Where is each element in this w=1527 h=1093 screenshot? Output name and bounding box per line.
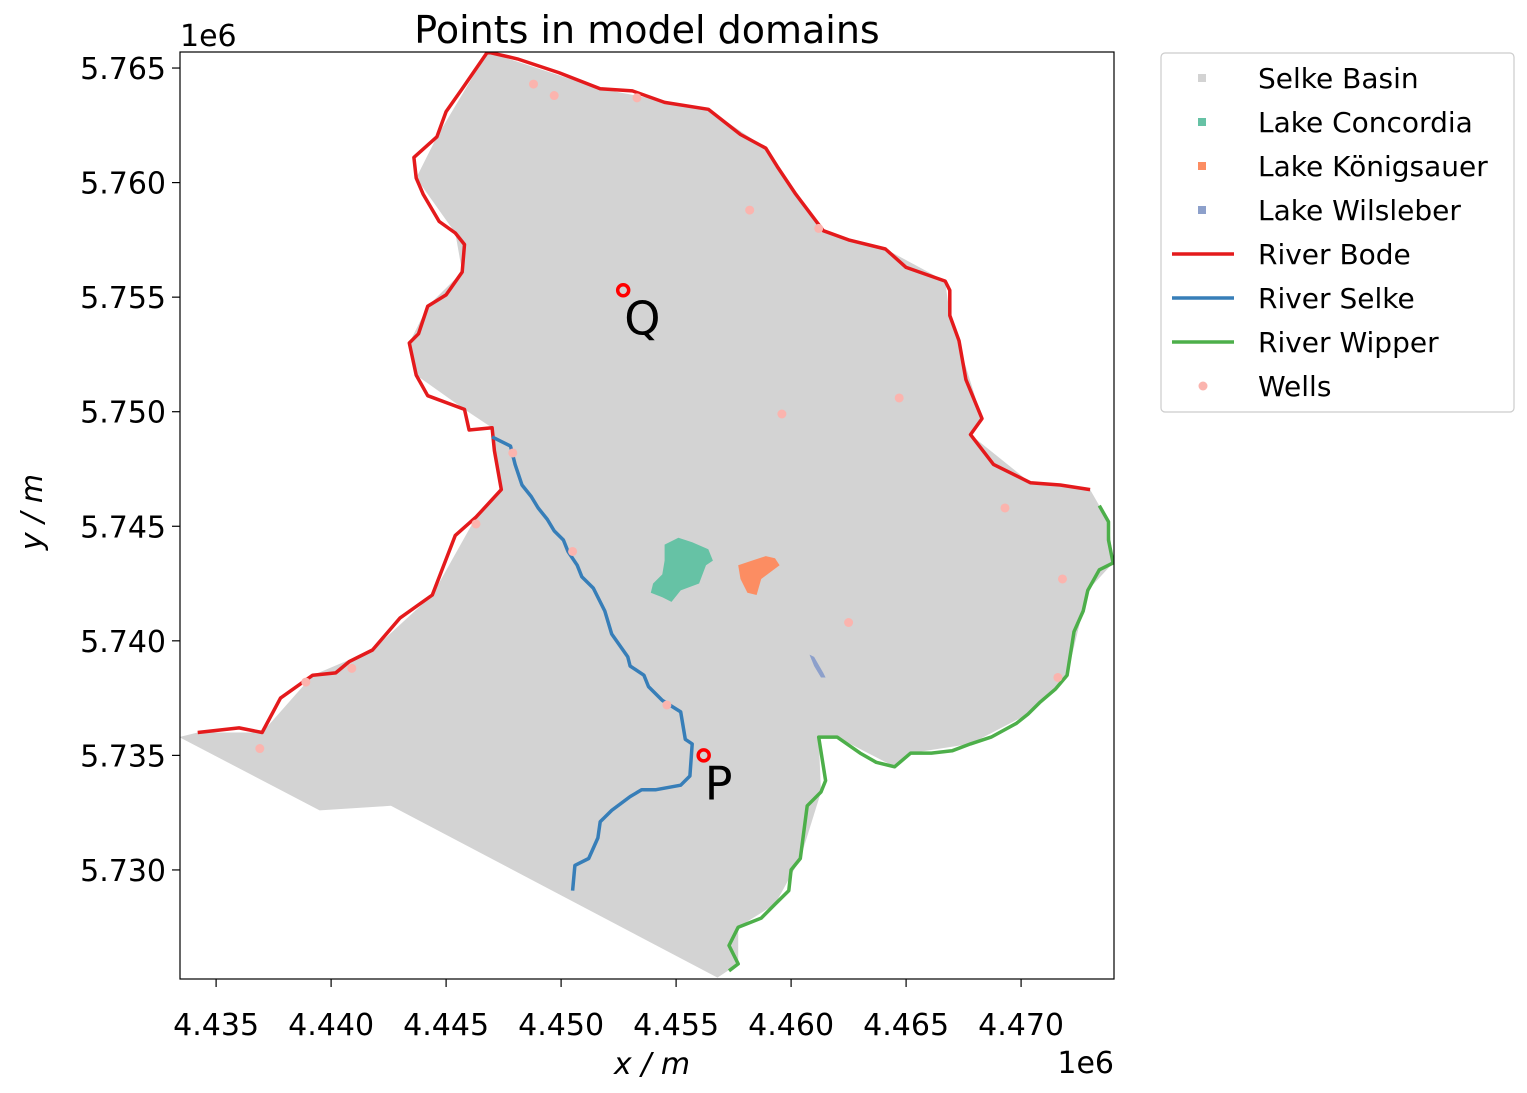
well-point (471, 519, 481, 529)
well-point (347, 663, 357, 673)
well-point (301, 677, 311, 687)
area (809, 654, 826, 678)
x-tick-label: 4.440 (288, 1008, 374, 1043)
y-tick-label: 5.750 (80, 396, 166, 431)
legend-swatch (1198, 118, 1206, 126)
x-tick-label: 4.470 (978, 1008, 1064, 1043)
x-tick-label: 4.455 (633, 1008, 719, 1043)
marker-point (696, 748, 711, 763)
well-point (745, 205, 755, 215)
marker-point (615, 283, 631, 298)
legend-frame (1160, 52, 1515, 413)
legend-label: River Wipper (1258, 326, 1439, 359)
marker-label: P (705, 756, 733, 810)
well-point (568, 546, 578, 556)
well-point (255, 744, 265, 754)
river-line (727, 504, 1114, 973)
legend-label: Lake Königsauer (1258, 150, 1488, 183)
legend-label: Selke Basin (1258, 62, 1419, 95)
legend-swatch (1198, 162, 1206, 170)
legend-swatch (1198, 381, 1208, 391)
well-point (528, 79, 538, 89)
y-tick-label: 5.745 (80, 510, 166, 545)
well-point (549, 91, 559, 101)
y-tick-label: 5.760 (80, 167, 166, 202)
well-point (844, 617, 854, 627)
x-tick-label: 4.435 (173, 1008, 259, 1043)
legend-label: Lake Wilsleber (1258, 194, 1461, 227)
well-point (632, 93, 642, 103)
well-point (662, 700, 672, 710)
x-tick-label: 4.445 (403, 1008, 489, 1043)
x-offset-label: 1e6 (1057, 1046, 1114, 1081)
y-tick-label: 5.765 (80, 52, 166, 87)
plot-area (180, 52, 1114, 978)
legend: Selke Basin Lake Concordia Lake Königsauer… (1160, 52, 1515, 413)
y-tick-label: 5.735 (80, 739, 166, 774)
well-point (777, 409, 787, 419)
x-tick-label: 4.465 (863, 1008, 949, 1043)
well-point (1000, 503, 1010, 513)
plot-frame (179, 51, 1115, 980)
river-line (491, 435, 694, 891)
chart-title: Points in model domains (414, 8, 879, 52)
x-tick-label: 4.450 (518, 1008, 604, 1043)
y-axis-label: y / m (15, 474, 50, 551)
river-line (197, 52, 1091, 735)
x-axis-label: x / m (613, 1047, 690, 1082)
y-tick-label: 5.740 (80, 625, 166, 660)
legend-label: Lake Concordia (1258, 106, 1473, 139)
marker-label: Q (624, 291, 660, 345)
legend-label: River Selke (1258, 282, 1415, 315)
y-tick-label: 5.730 (80, 854, 166, 889)
well-point (1057, 574, 1067, 584)
well-point (508, 448, 518, 458)
y-offset-label: 1e6 (180, 19, 237, 54)
well-point (814, 223, 824, 233)
legend-label: Wells (1258, 370, 1331, 403)
x-tick-label: 4.460 (748, 1008, 834, 1043)
legend-swatch (1198, 206, 1206, 214)
area (738, 556, 780, 595)
legend-label: River Bode (1258, 238, 1411, 271)
well-point (1053, 672, 1063, 682)
area (650, 537, 713, 602)
area (180, 52, 1114, 978)
well-point (894, 393, 904, 403)
legend-swatch (1198, 74, 1206, 82)
y-tick-label: 5.755 (80, 281, 166, 316)
axes: 4.435 4.440 4.445 4.450 4.455 4.460 4.465 4.470… (80, 52, 1064, 1043)
